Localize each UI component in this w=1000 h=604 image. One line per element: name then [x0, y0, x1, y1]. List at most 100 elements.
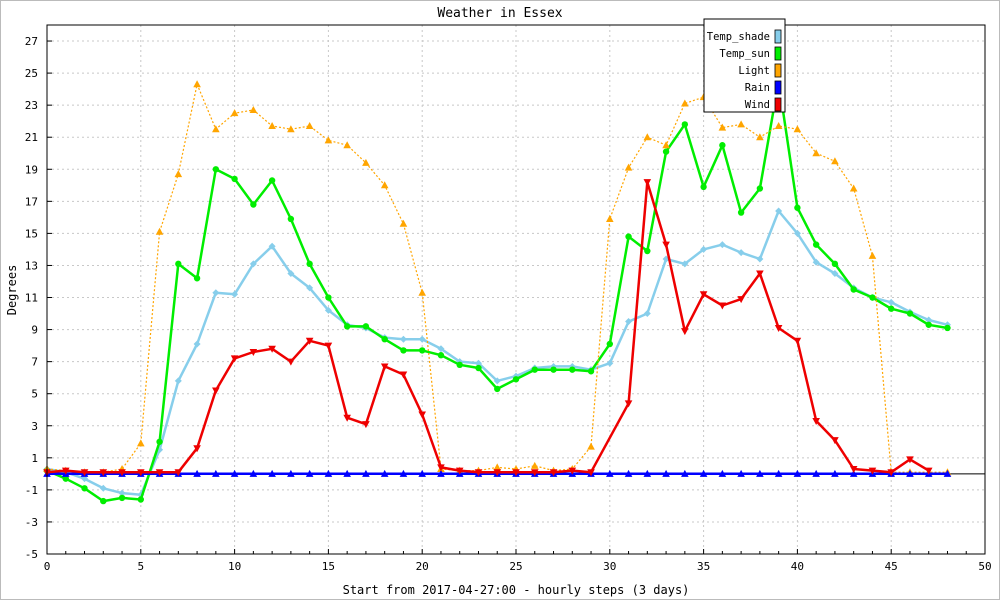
data-point: [306, 260, 313, 268]
data-point: [437, 352, 445, 359]
x-axis-label: Start from 2017-04-27:00 - hourly steps …: [343, 583, 690, 597]
data-point: [925, 321, 932, 328]
data-point: [924, 467, 933, 475]
data-point: [493, 377, 501, 385]
data-point: [212, 387, 220, 395]
data-point: [174, 469, 183, 477]
data-point: [249, 469, 258, 477]
x-tick-label: 5: [137, 560, 144, 573]
data-point: [494, 385, 501, 393]
data-point: [230, 109, 239, 117]
data-point: [249, 260, 257, 268]
data-point: [888, 305, 895, 312]
data-point: [737, 209, 745, 216]
data-point: [812, 417, 820, 425]
data-point: [118, 469, 126, 477]
y-tick-label: 9: [31, 324, 38, 337]
data-point: [118, 489, 126, 497]
x-tick-label: 50: [978, 560, 991, 573]
y-tick-label: 7: [31, 356, 38, 369]
data-point: [700, 183, 707, 191]
data-point: [831, 437, 839, 445]
legend-swatch: [774, 80, 782, 95]
data-point: [456, 361, 463, 369]
data-point: [737, 249, 745, 257]
data-point: [849, 466, 858, 474]
data-point: [512, 469, 520, 477]
data-point: [587, 469, 595, 477]
data-point: [568, 467, 577, 475]
y-tick-label: 23: [25, 99, 38, 112]
data-point: [362, 469, 370, 477]
data-point: [644, 247, 651, 255]
data-point: [287, 125, 295, 133]
data-point: [643, 469, 652, 477]
data-point: [287, 469, 295, 477]
data-point: [287, 358, 295, 366]
data-point: [325, 294, 332, 301]
data-point: [530, 469, 539, 477]
legend-label: Light: [738, 65, 770, 77]
data-point: [569, 366, 576, 373]
data-point: [849, 184, 858, 192]
data-point: [100, 497, 107, 505]
data-point: [831, 157, 839, 165]
data-point: [362, 421, 370, 429]
data-point: [81, 485, 88, 492]
data-point: [268, 121, 276, 129]
data-point: [62, 475, 69, 482]
data-point: [756, 270, 764, 278]
data-point: [343, 141, 351, 149]
data-point: [625, 233, 632, 240]
data-point: [400, 347, 407, 354]
data-point: [230, 469, 239, 477]
data-point: [475, 364, 482, 372]
data-point: [793, 229, 801, 237]
data-point: [399, 219, 408, 227]
data-point: [662, 469, 670, 477]
data-point: [625, 318, 633, 326]
data-point: [61, 467, 70, 475]
data-point: [193, 340, 201, 348]
data-point: [193, 80, 201, 88]
data-point: [175, 260, 182, 268]
legend-box: [703, 18, 786, 113]
data-point: [99, 484, 107, 492]
data-point: [774, 324, 783, 332]
data-point: [737, 469, 745, 477]
data-point: [362, 158, 370, 166]
data-point: [99, 469, 108, 477]
data-point: [643, 310, 651, 318]
data-point: [193, 445, 201, 453]
data-point: [606, 359, 614, 367]
data-point: [137, 469, 145, 477]
data-point: [812, 258, 820, 266]
data-point: [530, 461, 539, 469]
plot-area-frame: [46, 24, 986, 555]
chart-title: Weather in Essex: [437, 6, 562, 21]
series-layer: [43, 77, 952, 505]
data-point: [193, 469, 201, 477]
data-point: [343, 469, 351, 477]
series-wind: [43, 179, 933, 477]
data-point: [906, 469, 914, 477]
legend-swatch: [774, 63, 782, 78]
data-point: [231, 175, 238, 183]
data-point: [737, 120, 745, 128]
data-point: [250, 201, 257, 208]
data-point: [624, 469, 633, 477]
data-point: [587, 442, 595, 450]
data-point: [80, 469, 89, 477]
data-point: [756, 469, 764, 477]
data-point: [212, 125, 220, 133]
data-point: [418, 411, 426, 419]
data-point: [699, 291, 708, 299]
data-point: [231, 290, 239, 298]
data-point: [812, 149, 820, 157]
data-point: [719, 142, 726, 149]
data-point: [812, 241, 820, 248]
legend-label: Wind: [745, 99, 770, 111]
data-point: [868, 251, 877, 259]
